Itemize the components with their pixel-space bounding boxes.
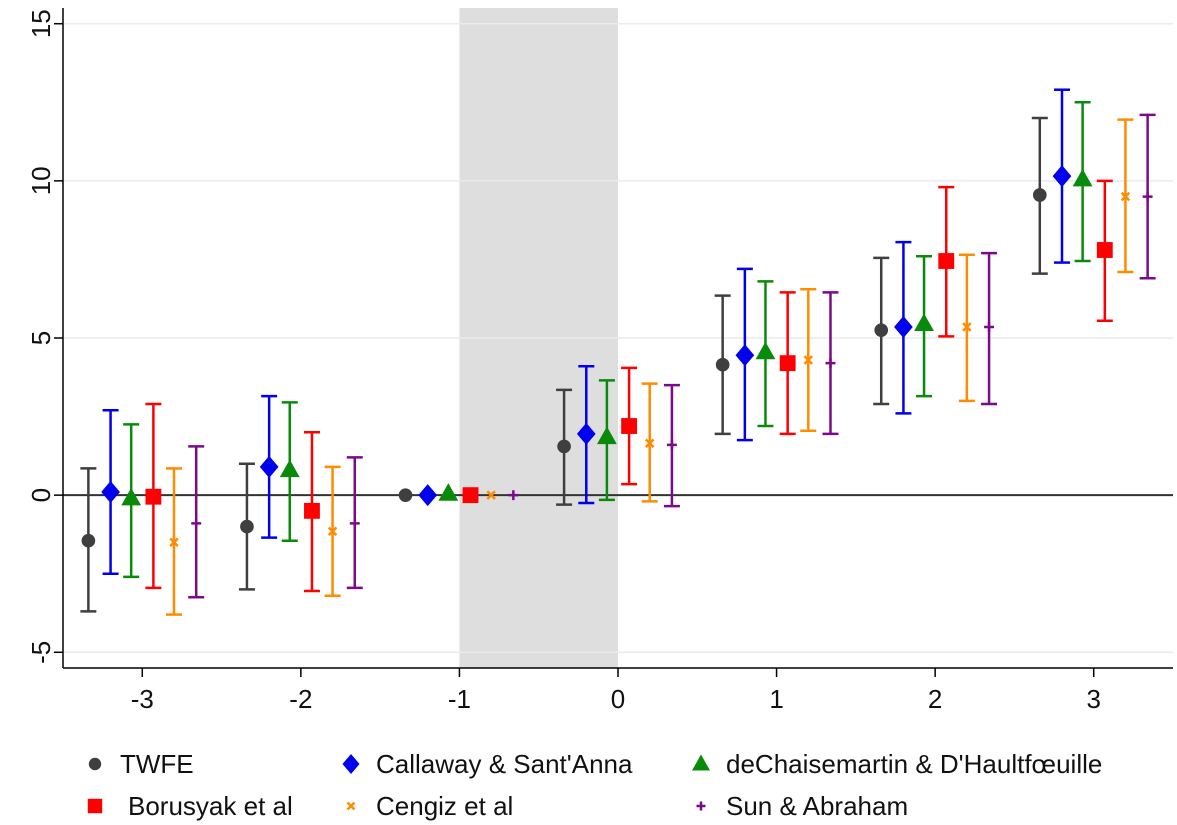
series-0	[80, 116, 1048, 613]
data-point	[984, 322, 995, 332]
data-point	[621, 418, 638, 434]
series-2	[121, 101, 1093, 579]
data-point	[825, 358, 836, 369]
data-point	[597, 426, 617, 445]
data-point	[914, 313, 934, 332]
data-point	[145, 488, 162, 505]
data-point	[81, 533, 96, 548]
data-point	[779, 355, 796, 372]
data-point	[1052, 165, 1072, 188]
data-point	[418, 484, 438, 507]
data-point	[462, 487, 479, 504]
data-point	[735, 344, 755, 367]
y-tick-label: -5	[26, 641, 56, 664]
x-tick-label: 1	[769, 684, 783, 714]
data-point	[803, 355, 814, 365]
x-tick-label: -2	[289, 684, 312, 714]
data-point	[101, 481, 120, 503]
data-point	[755, 341, 776, 360]
data-point	[1072, 168, 1093, 187]
data-point	[327, 526, 338, 537]
y-tick-label: 10	[26, 166, 56, 195]
data-point	[1120, 191, 1131, 202]
data-point	[169, 537, 179, 548]
y-tick-label: 0	[26, 488, 56, 502]
data-point	[438, 483, 459, 501]
data-point	[121, 487, 142, 506]
data-point	[894, 316, 913, 338]
x-tick-label: 2	[928, 684, 942, 714]
x-tick-label: 0	[611, 684, 625, 714]
series-5	[188, 113, 1156, 599]
data-point	[398, 488, 413, 502]
data-point	[962, 322, 972, 332]
data-point	[508, 490, 519, 501]
data-point	[191, 518, 202, 529]
data-point	[304, 502, 320, 519]
data-point	[715, 357, 730, 372]
data-point	[349, 518, 360, 529]
data-point	[259, 455, 279, 478]
data-point	[644, 438, 655, 449]
series-4	[166, 118, 1134, 616]
y-tick-label: 15	[26, 9, 56, 38]
data-point	[938, 253, 955, 269]
data-point	[874, 323, 889, 337]
data-point	[279, 459, 300, 478]
series-1	[101, 88, 1072, 575]
series-3	[145, 179, 1113, 593]
x-tick-label: 3	[1086, 684, 1100, 714]
y-tick-label: 5	[26, 331, 56, 345]
data-point	[1096, 242, 1113, 258]
data-point	[576, 422, 596, 445]
x-tick-label: -1	[448, 684, 471, 714]
data-point	[1142, 191, 1153, 202]
data-point	[1032, 188, 1047, 202]
data-point	[666, 439, 677, 450]
data-point	[486, 490, 496, 500]
data-point	[557, 439, 571, 454]
x-tick-label: -3	[131, 684, 154, 714]
data-point	[240, 519, 254, 534]
